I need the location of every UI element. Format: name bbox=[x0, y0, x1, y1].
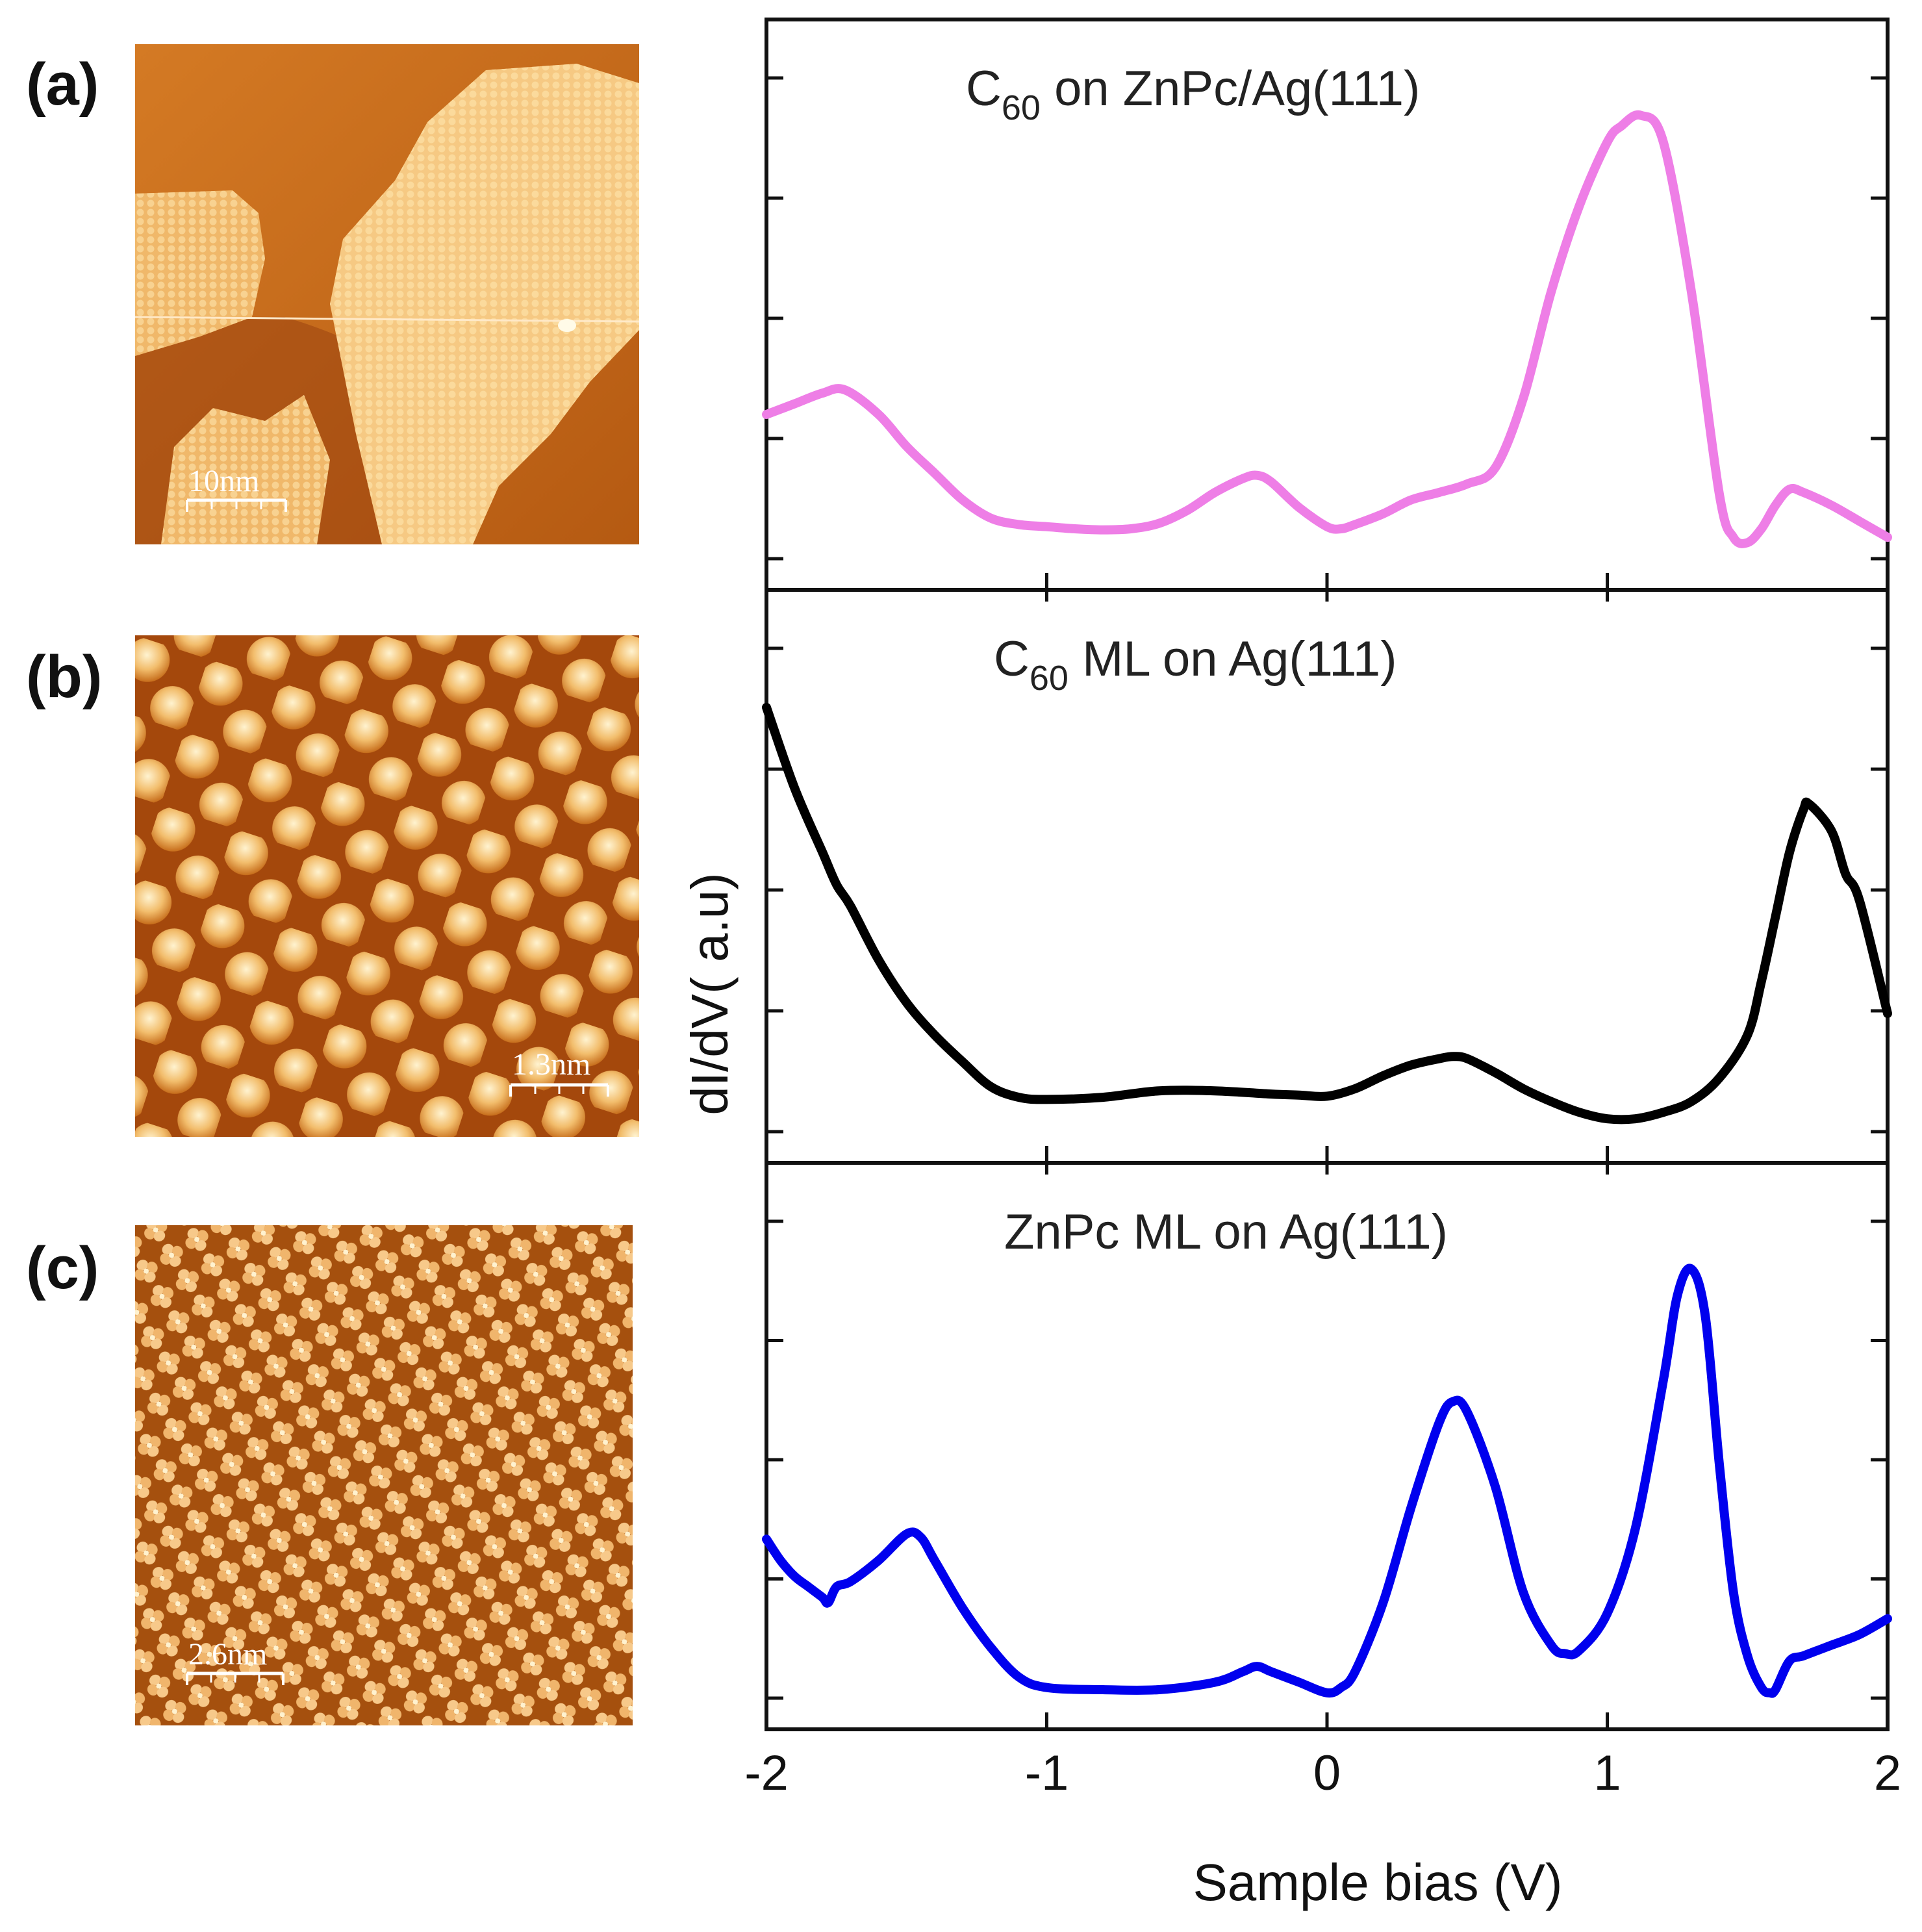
series-line-1 bbox=[762, 702, 1892, 1125]
scale-label-b: 1.3nm bbox=[512, 1047, 590, 1082]
x-tick-label-4: 2 bbox=[1874, 1746, 1901, 1801]
stm-image-b: 1.3nm bbox=[135, 635, 639, 1137]
curve-title-c60-ml: C60 ML on Ag(111) bbox=[994, 631, 1397, 698]
scale-bar-a: 10nm bbox=[186, 464, 287, 512]
scale-bar-c: 2.6nm bbox=[186, 1637, 285, 1685]
panel-label-b: (b) bbox=[26, 644, 103, 710]
stm-image-c: 2.6nm bbox=[135, 1225, 633, 1725]
x-tick-label-3: 1 bbox=[1593, 1746, 1621, 1801]
panel-label-a: (a) bbox=[26, 51, 99, 118]
y-axis-label: dI/dV( a.u) bbox=[681, 872, 739, 1115]
stm-image-a: 10nm bbox=[135, 44, 639, 544]
x-axis-label: Sample bias (V) bbox=[1193, 1853, 1562, 1911]
x-tick-label-1: -1 bbox=[1025, 1746, 1069, 1801]
panel-label-c: (c) bbox=[26, 1235, 99, 1301]
scale-bar-b: 1.3nm bbox=[509, 1047, 609, 1097]
x-tick-label-0: -2 bbox=[744, 1746, 789, 1801]
scale-label-c: 2.6nm bbox=[188, 1637, 267, 1671]
curve-title-c60-on-znpc: C60 on ZnPc/Ag(111) bbox=[966, 61, 1420, 127]
x-tick-label-2: 0 bbox=[1313, 1746, 1341, 1801]
curve-title-znpc-ml: ZnPc ML on Ag(111) bbox=[1004, 1204, 1448, 1260]
series-line-0 bbox=[762, 110, 1892, 548]
scale-label-a: 10nm bbox=[188, 464, 259, 498]
series-line-2 bbox=[762, 1264, 1892, 1698]
